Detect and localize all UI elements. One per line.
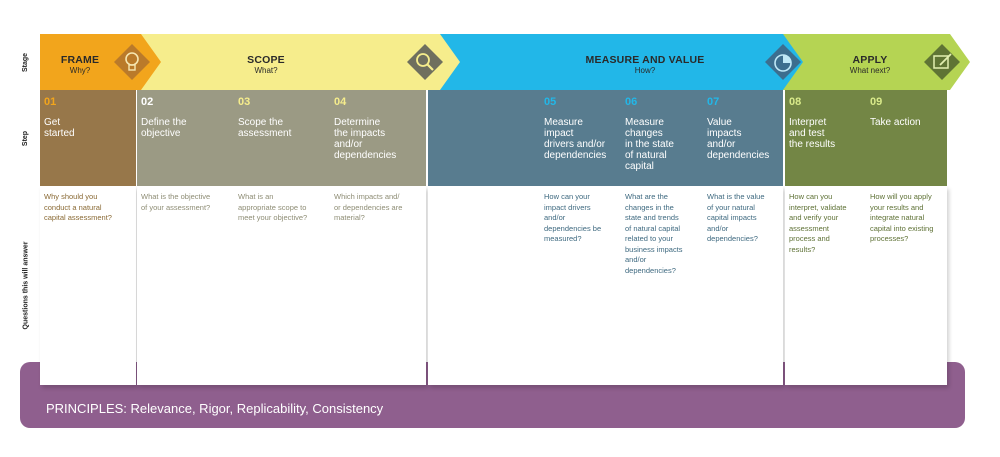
step-name: Interpret and test the results [789,117,836,150]
frame-step-block [40,90,136,186]
step-name: Measure impact drivers and/or dependencies [544,117,607,161]
apply-question-column [785,186,947,385]
stage-frame-subtitle: Why? [69,66,91,75]
scope-step-block [137,90,426,186]
step-number: 06 [625,96,638,108]
step-question: Why should you conduct a natural capital a… [44,192,112,222]
step-number: 09 [870,96,883,108]
step-number: 08 [789,96,802,108]
step-number: 04 [334,96,347,108]
questions-row-label: Questions this will answer [22,241,30,330]
step-row-label: Step [22,130,30,146]
board-pen-icon [924,44,960,80]
step-number: 05 [544,96,557,108]
stage-scope-chevron [135,34,460,90]
measure-step-block [428,90,783,186]
stage-measure-subtitle: How? [634,66,656,75]
frame-question-column [40,186,136,385]
step-number: 07 [707,96,720,108]
step-name: Value impacts and/or dependencies [707,117,770,161]
stage-apply-title: APPLY [852,54,888,66]
lightbulb-icon [114,44,150,80]
step-question: How will you apply your results and integr… [870,192,934,243]
step-question: How can you interpret, validate and verify… [789,192,847,254]
step-name: Get started [44,117,75,139]
magnifier-icon [407,44,443,80]
step-number: 02 [141,96,154,108]
scope-question-column [137,186,426,385]
stage-scope-subtitle: What? [254,66,278,75]
step-question: What are the changes in the state and tren… [625,192,683,275]
step-question: What is the objective of your assessment? [141,192,211,212]
step-question: How can your impact drivers and/or dependen… [544,192,602,243]
step-name: Define the objective [141,117,187,139]
pie-chart-icon [765,44,801,80]
stage-apply-subtitle: What next? [849,66,891,75]
stage-measure-chevron [428,34,803,90]
apply-step-block [785,90,947,186]
stage-frame-title: FRAME [60,54,100,66]
stage-scope-title: SCOPE [247,54,285,66]
step-name: Scope the assessment [238,117,292,139]
stage-measure-title: MEASURE AND VALUE [585,54,705,66]
step-number: 03 [238,96,251,108]
step-question: Which impacts and/or dependencies are mat… [334,192,403,222]
step-question: What is the value of your natural capital … [707,192,765,243]
step-number: 01 [44,96,57,108]
principles-text: PRINCIPLES: Relevance, Rigor, Replicabil… [46,401,384,416]
stage-apply-chevron [778,34,970,90]
step-name: Take action [870,117,921,128]
stage-banner [40,34,970,90]
step-name: Measure changes in the state of natural capi… [625,117,674,172]
step-question: What is an appropriate scope to meet your … [238,192,308,222]
measure-question-column [428,186,783,385]
step-name: Determine the impacts and/or dependencies [334,117,397,161]
